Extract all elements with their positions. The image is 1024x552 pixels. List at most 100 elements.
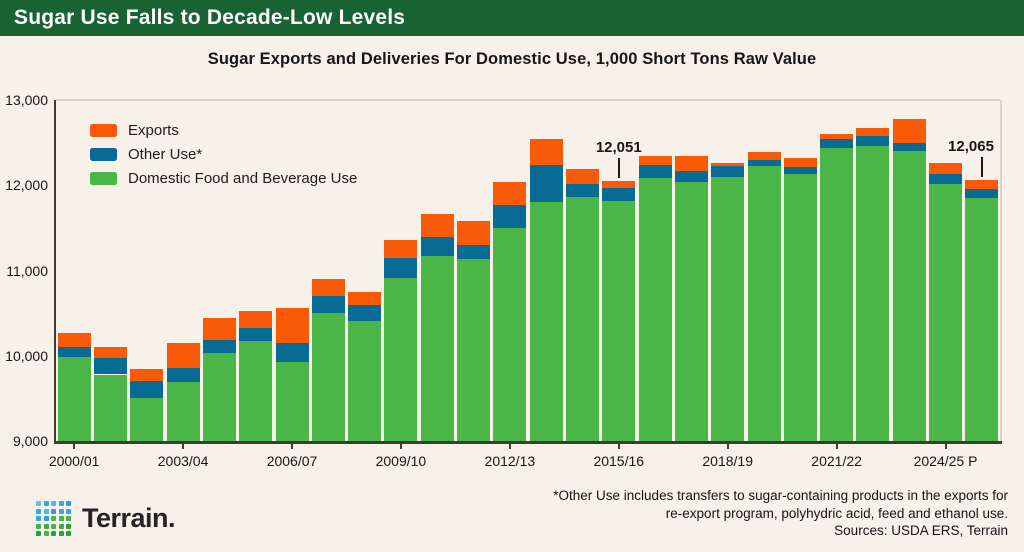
y-axis-label: 11,000 bbox=[6, 262, 48, 279]
bar-segment-domestic-food-and-beverage-use bbox=[747, 166, 781, 441]
bar-segment-exports bbox=[348, 292, 382, 306]
footnote-line: *Other Use includes transfers to sugar-c… bbox=[553, 488, 1008, 503]
y-axis-label: 10,000 bbox=[5, 347, 48, 364]
bar-segment-other-use bbox=[929, 174, 963, 184]
bar-segment-exports bbox=[711, 163, 745, 167]
bar-segment-exports bbox=[93, 346, 127, 359]
logo-dot bbox=[36, 516, 41, 521]
logo-dot bbox=[43, 508, 49, 514]
legend-label: Exports bbox=[128, 122, 179, 139]
x-axis-label: 2015/16 bbox=[593, 453, 645, 469]
bar-segment-domestic-food-and-beverage-use bbox=[57, 356, 91, 441]
bar-segment-other-use bbox=[820, 139, 854, 149]
x-axis-tick bbox=[944, 444, 947, 449]
logo-dot bbox=[36, 508, 41, 514]
annotation-label: 12,065 bbox=[948, 137, 994, 155]
bar-segment-other-use bbox=[457, 244, 491, 259]
bar-segment-domestic-food-and-beverage-use bbox=[239, 340, 273, 441]
logo-dot bbox=[36, 523, 41, 529]
bar-segment-domestic-food-and-beverage-use bbox=[820, 148, 854, 441]
logo-dot bbox=[66, 508, 71, 514]
plot-top-border bbox=[56, 99, 1000, 101]
bar-segment-other-use bbox=[130, 380, 164, 398]
bar-segment-other-use bbox=[602, 187, 636, 201]
bar-segment-domestic-food-and-beverage-use bbox=[674, 182, 708, 441]
annotation-label: 12,051 bbox=[595, 138, 642, 156]
bar-segment-other-use bbox=[420, 236, 454, 256]
bar-segment-other-use bbox=[93, 358, 127, 375]
terrain-logo-icon bbox=[36, 501, 71, 536]
plot-right-border bbox=[1000, 100, 1002, 441]
bar-segment-domestic-food-and-beverage-use bbox=[929, 183, 963, 441]
legend-swatch-icon bbox=[90, 172, 117, 185]
x-axis-tick bbox=[182, 444, 185, 449]
bar-segment-domestic-food-and-beverage-use bbox=[202, 353, 236, 441]
logo-dot bbox=[66, 501, 71, 506]
bar-segment-domestic-food-and-beverage-use bbox=[783, 174, 817, 441]
bar-segment-other-use bbox=[856, 135, 890, 146]
bar-segment-exports bbox=[820, 134, 854, 140]
page-title: Sugar Use Falls to Decade-Low Levels bbox=[14, 6, 406, 29]
legend-item: Exports bbox=[90, 122, 357, 139]
x-axis-label: 2012/13 bbox=[484, 453, 536, 469]
logo-dot bbox=[58, 516, 64, 521]
bar-segment-domestic-food-and-beverage-use bbox=[638, 177, 672, 441]
logo-dot bbox=[36, 501, 41, 506]
bar-segment-domestic-food-and-beverage-use bbox=[93, 374, 127, 441]
bar-segment-domestic-food-and-beverage-use bbox=[348, 320, 382, 441]
logo-dot bbox=[51, 516, 56, 521]
bar-segment-domestic-food-and-beverage-use bbox=[493, 227, 527, 441]
logo-dot bbox=[58, 508, 64, 514]
bar-segment-exports bbox=[275, 308, 309, 344]
bar-segment-domestic-food-and-beverage-use bbox=[420, 256, 454, 441]
x-axis-label: 2003/04 bbox=[157, 453, 209, 469]
legend-item: Other Use* bbox=[90, 146, 357, 163]
bar-segment-exports bbox=[638, 155, 672, 165]
annotation-leader-line bbox=[617, 157, 621, 178]
bar-segment-other-use bbox=[565, 184, 599, 197]
legend-swatch-icon bbox=[90, 148, 117, 161]
bar-segment-exports bbox=[311, 278, 345, 297]
y-axis-label: 9,000 bbox=[12, 433, 48, 449]
bar-segment-domestic-food-and-beverage-use bbox=[965, 198, 999, 441]
bar-segment-other-use bbox=[202, 339, 236, 354]
bar-segment-domestic-food-and-beverage-use bbox=[457, 258, 491, 441]
bar-segment-exports bbox=[856, 128, 890, 136]
bar-segment-exports bbox=[420, 214, 454, 237]
x-axis-label: 2024/25 P bbox=[913, 453, 978, 469]
legend-swatch-icon bbox=[90, 124, 117, 137]
logo-dot bbox=[66, 531, 71, 536]
chart-legend: Exports Other Use* Domestic Food and Bever… bbox=[90, 122, 358, 187]
logo-dot bbox=[51, 508, 56, 514]
legend-label: Domestic Food and Beverage Use bbox=[128, 170, 358, 187]
x-axis-label: 2000/01 bbox=[48, 453, 100, 469]
x-axis-label: 2009/10 bbox=[375, 453, 427, 469]
bar-segment-exports bbox=[57, 332, 91, 347]
logo-dot bbox=[66, 516, 71, 521]
bar-segment-exports bbox=[493, 182, 527, 206]
logo-dot bbox=[36, 531, 41, 536]
x-axis-tick bbox=[617, 444, 620, 449]
x-axis-tick bbox=[73, 444, 76, 449]
bar-segment-exports bbox=[565, 169, 599, 185]
logo-dot bbox=[43, 531, 49, 536]
bar-segment-domestic-food-and-beverage-use bbox=[711, 176, 745, 441]
bar-segment-other-use bbox=[57, 346, 91, 357]
footnote-line: re-export program, polyhydric acid, feed… bbox=[665, 505, 1008, 521]
bar-segment-other-use bbox=[384, 258, 418, 279]
x-axis-tick bbox=[726, 444, 729, 449]
y-axis-line bbox=[54, 100, 56, 443]
terrain-logo-text: Terrain. bbox=[82, 503, 176, 533]
logo-dot bbox=[43, 523, 49, 529]
bar-segment-domestic-food-and-beverage-use bbox=[275, 361, 309, 441]
bar-segment-domestic-food-and-beverage-use bbox=[166, 382, 200, 441]
bar-segment-other-use bbox=[493, 205, 527, 228]
bar-segment-other-use bbox=[311, 296, 345, 314]
x-axis-tick bbox=[835, 444, 838, 449]
annotation-leader-line bbox=[980, 156, 984, 177]
chart-title: Sugar Exports and Deliveries For Domesti… bbox=[207, 50, 817, 68]
bar-segment-domestic-food-and-beverage-use bbox=[856, 145, 890, 441]
bar-segment-domestic-food-and-beverage-use bbox=[384, 278, 418, 441]
bar-segment-exports bbox=[239, 310, 273, 329]
